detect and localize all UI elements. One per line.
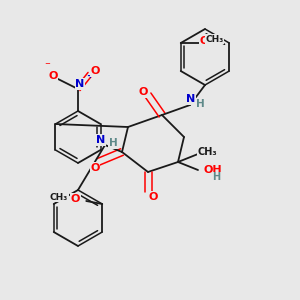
Text: H: H	[196, 99, 204, 109]
Text: O: O	[48, 71, 58, 81]
Text: N: N	[96, 135, 106, 145]
Text: O: O	[138, 87, 148, 97]
Text: N: N	[75, 79, 85, 89]
Text: O: O	[71, 194, 80, 204]
Text: O: O	[199, 36, 208, 46]
Text: O: O	[90, 163, 100, 173]
Text: ⁻: ⁻	[44, 61, 50, 71]
Text: H: H	[109, 138, 117, 148]
Text: O: O	[148, 192, 158, 202]
Text: +: +	[86, 71, 93, 80]
Text: OH: OH	[204, 165, 223, 175]
Text: CH₃: CH₃	[197, 147, 217, 157]
Text: H: H	[212, 172, 220, 182]
Text: CH₃: CH₃	[206, 34, 224, 43]
Text: N: N	[186, 94, 196, 104]
Text: O: O	[90, 66, 100, 76]
Text: CH₃: CH₃	[50, 193, 68, 202]
